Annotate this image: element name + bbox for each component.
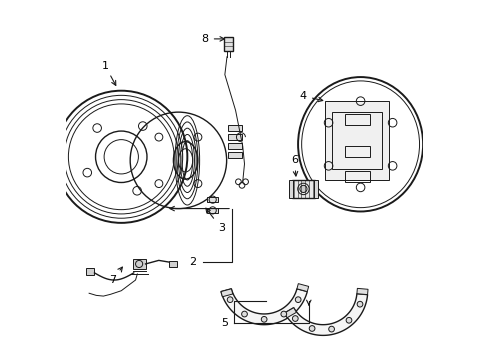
Text: 5: 5 <box>221 318 228 328</box>
Polygon shape <box>296 284 308 292</box>
Polygon shape <box>284 308 296 318</box>
Circle shape <box>241 311 247 317</box>
Bar <box>228 152 242 158</box>
Circle shape <box>299 185 306 193</box>
Text: 1: 1 <box>102 61 116 85</box>
Bar <box>314 180 317 198</box>
Circle shape <box>227 297 232 302</box>
Text: 3: 3 <box>205 208 224 233</box>
Text: 6: 6 <box>290 156 297 176</box>
Circle shape <box>295 297 301 302</box>
Bar <box>169 261 177 267</box>
Bar <box>228 134 242 140</box>
Bar <box>85 267 94 275</box>
Circle shape <box>308 325 314 331</box>
Circle shape <box>292 316 298 321</box>
Circle shape <box>281 311 286 317</box>
Bar <box>228 125 242 131</box>
Bar <box>228 143 242 149</box>
Bar <box>344 171 369 182</box>
Text: 7: 7 <box>108 267 122 285</box>
Bar <box>132 258 145 269</box>
Bar <box>344 146 369 157</box>
Circle shape <box>356 301 362 307</box>
Circle shape <box>328 326 334 332</box>
Polygon shape <box>221 289 306 325</box>
Polygon shape <box>221 289 232 297</box>
Bar <box>206 197 218 202</box>
Bar <box>324 102 388 180</box>
Circle shape <box>261 316 266 322</box>
Polygon shape <box>356 288 367 294</box>
Bar <box>291 180 314 198</box>
Circle shape <box>346 318 351 323</box>
Bar <box>206 208 218 213</box>
Text: 2: 2 <box>189 257 196 267</box>
Bar <box>331 112 381 169</box>
Polygon shape <box>284 294 367 336</box>
Bar <box>344 114 369 125</box>
Bar <box>224 37 233 51</box>
Bar <box>288 180 292 198</box>
Text: 8: 8 <box>201 34 224 44</box>
Text: 4: 4 <box>299 91 322 102</box>
